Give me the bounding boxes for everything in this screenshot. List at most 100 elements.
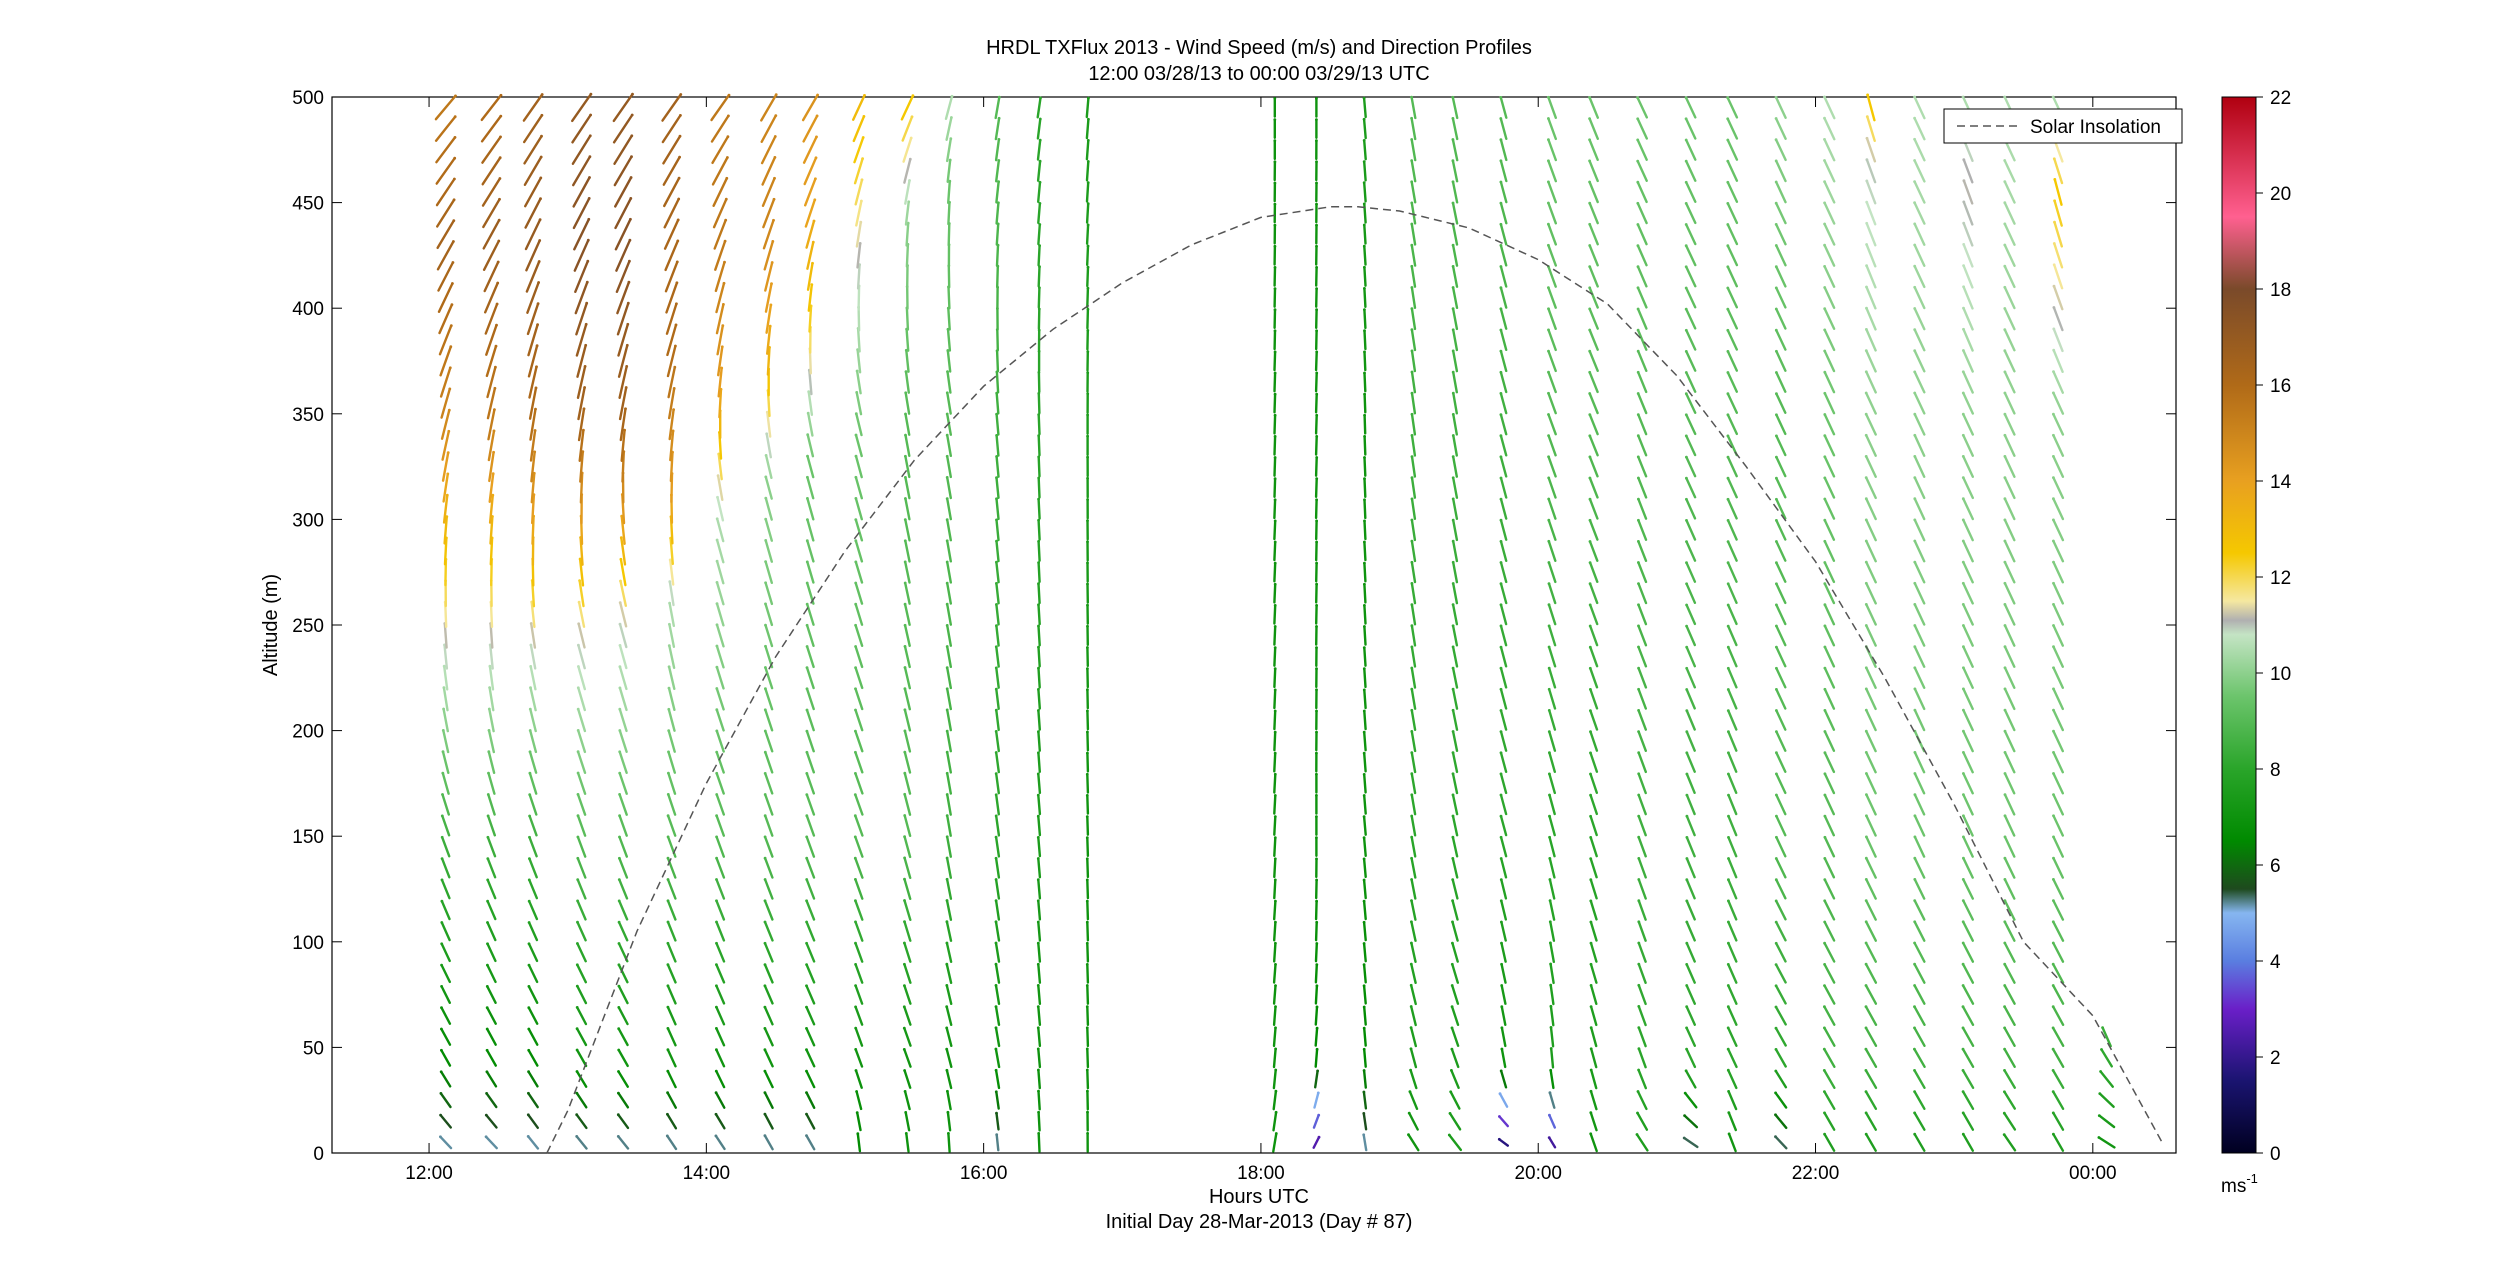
wind-vector-head (854, 687, 857, 691)
wind-vector (763, 1027, 774, 1047)
wind-vector (1037, 1026, 1042, 1048)
wind-vector (1363, 414, 1367, 435)
wind-vector (1727, 730, 1738, 752)
wind-vector-head (770, 261, 774, 264)
wind-vector (1499, 371, 1508, 394)
wind-vector-head (1086, 624, 1089, 628)
wind-vector-head (1823, 857, 1827, 860)
wind-vector-head (677, 197, 681, 201)
wind-vector (1549, 1026, 1555, 1048)
wind-vector-head (528, 835, 531, 839)
wind-vector (2051, 1090, 2065, 1111)
wind-vector (1410, 561, 1417, 584)
wind-vector (945, 941, 953, 963)
wind-vector-head (854, 623, 857, 627)
wind-vector-head (768, 324, 772, 328)
wind-vector-head (763, 920, 767, 924)
wind-vector-head (666, 878, 670, 881)
wind-vector (1726, 371, 1739, 393)
wind-vector-head (1315, 899, 1318, 903)
wind-vector (855, 369, 862, 395)
wind-vector (1865, 264, 1877, 289)
wind-vector-head (1589, 1132, 1593, 1136)
wind-vector (1962, 539, 1974, 563)
wind-vector-head (1316, 1091, 1320, 1095)
wind-vector-head (1685, 751, 1689, 755)
wind-vector (716, 324, 724, 356)
wind-vector (1037, 772, 1042, 795)
wind-vector (663, 176, 681, 208)
wind-vector-head (585, 301, 589, 305)
wind-vector-head (1036, 1005, 1040, 1008)
wind-vector (764, 454, 773, 479)
wind-vector (484, 302, 499, 335)
wind-vector-head (487, 729, 491, 732)
wind-vector (617, 344, 629, 378)
wind-vector (485, 323, 498, 356)
wind-vector-head (1913, 349, 1917, 353)
wind-vector-head (1775, 392, 1778, 396)
wind-vector (1685, 688, 1696, 710)
wind-vector-head (1774, 117, 1778, 120)
wind-vector-head (1637, 497, 1640, 501)
wind-vector (904, 200, 910, 226)
wind-vector (1685, 751, 1696, 773)
wind-vector (1408, 1090, 1419, 1111)
wind-vector-head (1273, 815, 1277, 818)
wind-vector (1913, 307, 1926, 331)
wind-vector-head (2052, 878, 2055, 881)
wind-vector-head (854, 920, 857, 924)
wind-vector-head (1636, 244, 1640, 248)
wind-vector (995, 476, 1000, 499)
wind-vector-head (2003, 539, 2007, 543)
wind-vector (1313, 1091, 1320, 1109)
wind-vector-head (527, 899, 531, 903)
wind-vector-head (1823, 1132, 1826, 1136)
wind-vector-head (1913, 1047, 1916, 1051)
wind-vector (2003, 455, 2016, 478)
wind-vector-head (805, 645, 809, 648)
wind-vector (764, 772, 774, 795)
wind-vector-head (1636, 392, 1640, 395)
wind-vector-head (528, 793, 532, 796)
wind-vector (1362, 118, 1367, 140)
wind-vector (1961, 963, 1975, 984)
wind-vector-head (575, 1113, 579, 1117)
wind-vector (1037, 244, 1041, 267)
wind-vector-head (1636, 201, 1640, 205)
wind-vector-head (1547, 645, 1551, 649)
wind-vector (662, 155, 681, 186)
wind-vector-head (441, 729, 445, 732)
wind-vector (904, 179, 911, 205)
wind-vector (1865, 179, 1877, 205)
wind-vector (1312, 1113, 1320, 1129)
wind-vector-head (1726, 265, 1730, 269)
wind-vector (854, 539, 864, 563)
wind-vector-head (1962, 285, 1965, 289)
wind-vector-head (1727, 1090, 1730, 1093)
wind-vector (854, 729, 864, 753)
wind-vector (857, 284, 861, 311)
wind-vector (666, 323, 678, 357)
wind-vector-head (439, 1113, 442, 1117)
wind-vector-head (486, 793, 490, 796)
wind-vector (1037, 519, 1041, 541)
wind-vector-head (764, 496, 768, 500)
wind-vector (1865, 878, 1877, 900)
wind-vector-head (2003, 307, 2007, 310)
wind-vector (947, 285, 951, 310)
wind-vector (1727, 1090, 1738, 1111)
wind-vector-head (1775, 455, 1778, 459)
wind-vector (1864, 476, 1877, 500)
wind-vector (1547, 117, 1558, 141)
wind-vector (1499, 286, 1508, 309)
wind-vector (1962, 708, 1974, 732)
wind-vector-head (715, 708, 719, 712)
wind-vector-head (674, 323, 678, 327)
wind-vector (1775, 519, 1787, 541)
wind-vector (805, 1069, 816, 1089)
wind-vector-head (854, 497, 858, 500)
wind-vector-head (715, 771, 719, 775)
wind-vector-head (1548, 1113, 1551, 1117)
wind-vector (1588, 519, 1599, 541)
